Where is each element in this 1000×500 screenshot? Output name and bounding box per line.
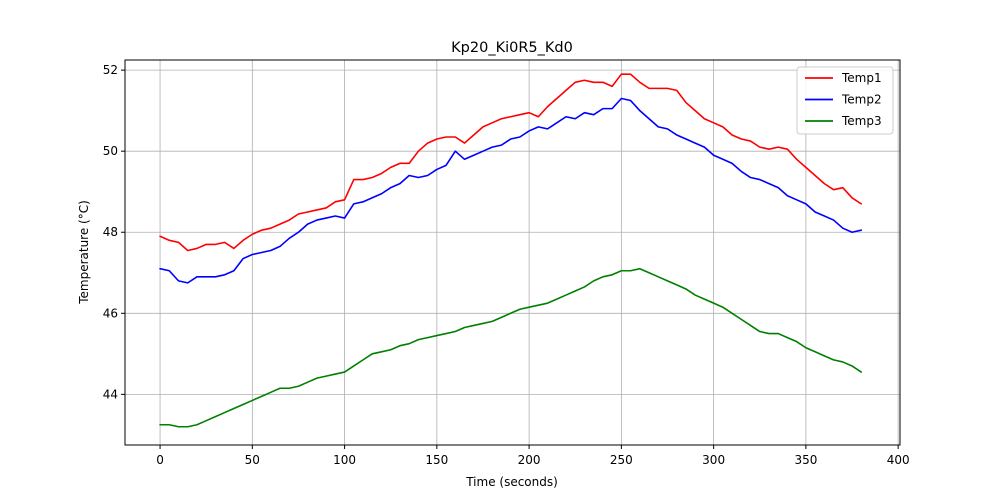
legend-box	[796, 66, 894, 135]
x-tick-label: 300	[702, 453, 725, 467]
x-tick-label: 150	[425, 453, 448, 467]
legend-label-temp2: Temp2	[841, 93, 882, 107]
legend: Temp1 Temp2 Temp3	[796, 66, 894, 135]
y-tick-label: 44	[103, 387, 118, 401]
legend-label-temp1: Temp1	[841, 71, 882, 85]
x-tick-label: 350	[794, 453, 817, 467]
x-axis-label: Time (seconds)	[465, 475, 558, 489]
y-tick-label: 46	[103, 306, 118, 320]
x-tick-label: 100	[333, 453, 356, 467]
series-line-temp1	[159, 73, 863, 252]
x-axis: 0 50 100 150 200 250 300 350 400	[156, 445, 910, 467]
x-tick-label: 50	[245, 453, 260, 467]
x-tick-label: 200	[518, 453, 541, 467]
series-layer	[159, 73, 863, 428]
chart-title: Kp20_Ki0R5_Kd0	[451, 40, 573, 56]
y-axis-label: Temperature (°C)	[77, 200, 91, 305]
x-tick-label: 400	[887, 453, 910, 467]
legend-label-temp3: Temp3	[841, 114, 882, 128]
x-tick-label: 0	[156, 453, 164, 467]
series-line-temp2	[159, 97, 863, 284]
y-tick-label: 50	[103, 144, 118, 158]
series-line-temp3	[159, 267, 863, 428]
y-tick-label: 48	[103, 225, 118, 239]
x-tick-label: 250	[610, 453, 633, 467]
plot-frame	[124, 59, 901, 446]
y-tick-label: 52	[103, 63, 118, 77]
y-axis: 44 46 48 50 52	[103, 63, 125, 401]
